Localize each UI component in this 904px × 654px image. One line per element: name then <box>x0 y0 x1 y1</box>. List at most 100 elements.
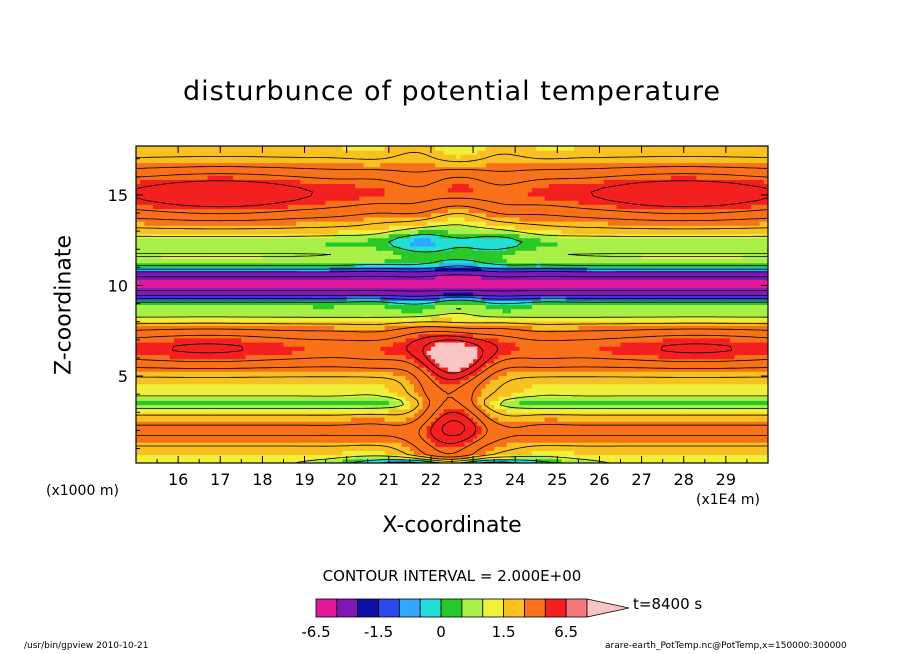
field-cell <box>152 396 158 401</box>
field-cell <box>249 454 255 460</box>
field-cell <box>645 342 651 347</box>
field-cell <box>540 412 546 418</box>
field-cell <box>620 333 626 339</box>
field-cell <box>468 400 474 406</box>
field-cell <box>194 404 200 410</box>
field-cell <box>136 354 141 360</box>
field-cell <box>224 329 230 335</box>
field-cell <box>279 433 284 439</box>
field-cell <box>544 350 550 356</box>
field-cell <box>675 325 681 331</box>
field-cell <box>178 417 183 422</box>
field-cell <box>700 446 706 451</box>
field-cell <box>144 367 150 372</box>
field-cell <box>245 342 251 347</box>
field-cell <box>742 333 748 339</box>
field-cell <box>220 417 225 422</box>
field-cell <box>595 379 600 385</box>
field-cell <box>312 450 318 456</box>
field-cell <box>519 412 525 418</box>
field-cell <box>658 342 664 347</box>
field-cell <box>371 325 377 331</box>
field-cell <box>671 421 676 426</box>
field-cell <box>144 450 150 456</box>
field-cell <box>169 367 175 372</box>
field-cell <box>540 362 546 368</box>
field-cell <box>675 367 681 372</box>
field-cell <box>384 400 390 406</box>
field-cell <box>557 379 563 385</box>
field-cell <box>746 392 752 397</box>
field-cell <box>329 325 335 331</box>
field-cell <box>304 429 310 435</box>
field-cell <box>637 429 643 435</box>
field-cell <box>763 404 768 410</box>
field-cell <box>473 442 478 447</box>
field-cell <box>641 350 647 356</box>
field-cell <box>671 454 676 460</box>
field-cell <box>456 350 461 356</box>
field-cell <box>169 442 175 447</box>
field-cell <box>363 417 369 422</box>
field-cell <box>371 425 377 431</box>
field-cell <box>713 429 718 435</box>
field-cell <box>645 408 651 414</box>
field-cell <box>363 429 369 435</box>
field-cell <box>173 450 179 456</box>
field-cell <box>553 346 558 351</box>
field-cell <box>350 458 356 463</box>
field-cell <box>755 350 761 356</box>
field-cell <box>645 325 651 331</box>
field-cell <box>401 325 407 331</box>
field-cell <box>734 425 739 431</box>
field-cell <box>696 400 702 406</box>
field-cell <box>489 383 495 389</box>
field-cell <box>342 429 348 435</box>
field-cell <box>211 450 217 456</box>
field-cell <box>418 362 423 368</box>
field-cell <box>304 417 310 422</box>
field-cell <box>578 362 584 368</box>
field-cell <box>599 354 605 360</box>
field-cell <box>329 379 335 385</box>
field-cell <box>671 354 676 360</box>
field-cell <box>717 337 723 343</box>
field-cell <box>152 329 158 335</box>
field-cell <box>721 392 727 397</box>
field-cell <box>165 392 171 397</box>
field-cell <box>675 337 681 343</box>
field-cell <box>435 367 440 372</box>
field-cell <box>582 379 588 385</box>
field-cell <box>456 387 461 393</box>
field-cell <box>557 346 563 351</box>
field-cell <box>700 408 706 414</box>
field-cell <box>578 333 584 339</box>
field-cell <box>334 362 339 368</box>
field-cell <box>317 429 322 435</box>
field-cell <box>275 383 280 389</box>
field-cell <box>321 450 327 456</box>
field-cell <box>687 358 693 364</box>
field-cell <box>380 350 386 356</box>
field-cell <box>363 346 369 351</box>
field-cell <box>228 437 234 443</box>
field-cell <box>443 358 449 364</box>
field-cell <box>397 446 402 451</box>
field-cell <box>586 371 592 376</box>
field-cell <box>591 396 596 401</box>
field-cell <box>704 454 710 460</box>
field-cell <box>561 375 567 381</box>
field-cell <box>203 387 209 393</box>
field-cell <box>414 433 419 439</box>
field-cell <box>300 433 306 439</box>
field-cell <box>738 367 744 372</box>
field-cell <box>713 346 718 351</box>
field-cell <box>207 429 213 435</box>
field-cell <box>616 367 622 372</box>
field-cell <box>557 417 563 422</box>
field-cell <box>725 458 731 463</box>
field-cell <box>380 446 386 451</box>
field-cell <box>207 442 213 447</box>
field-cell <box>738 421 744 426</box>
field-cell <box>713 371 718 376</box>
